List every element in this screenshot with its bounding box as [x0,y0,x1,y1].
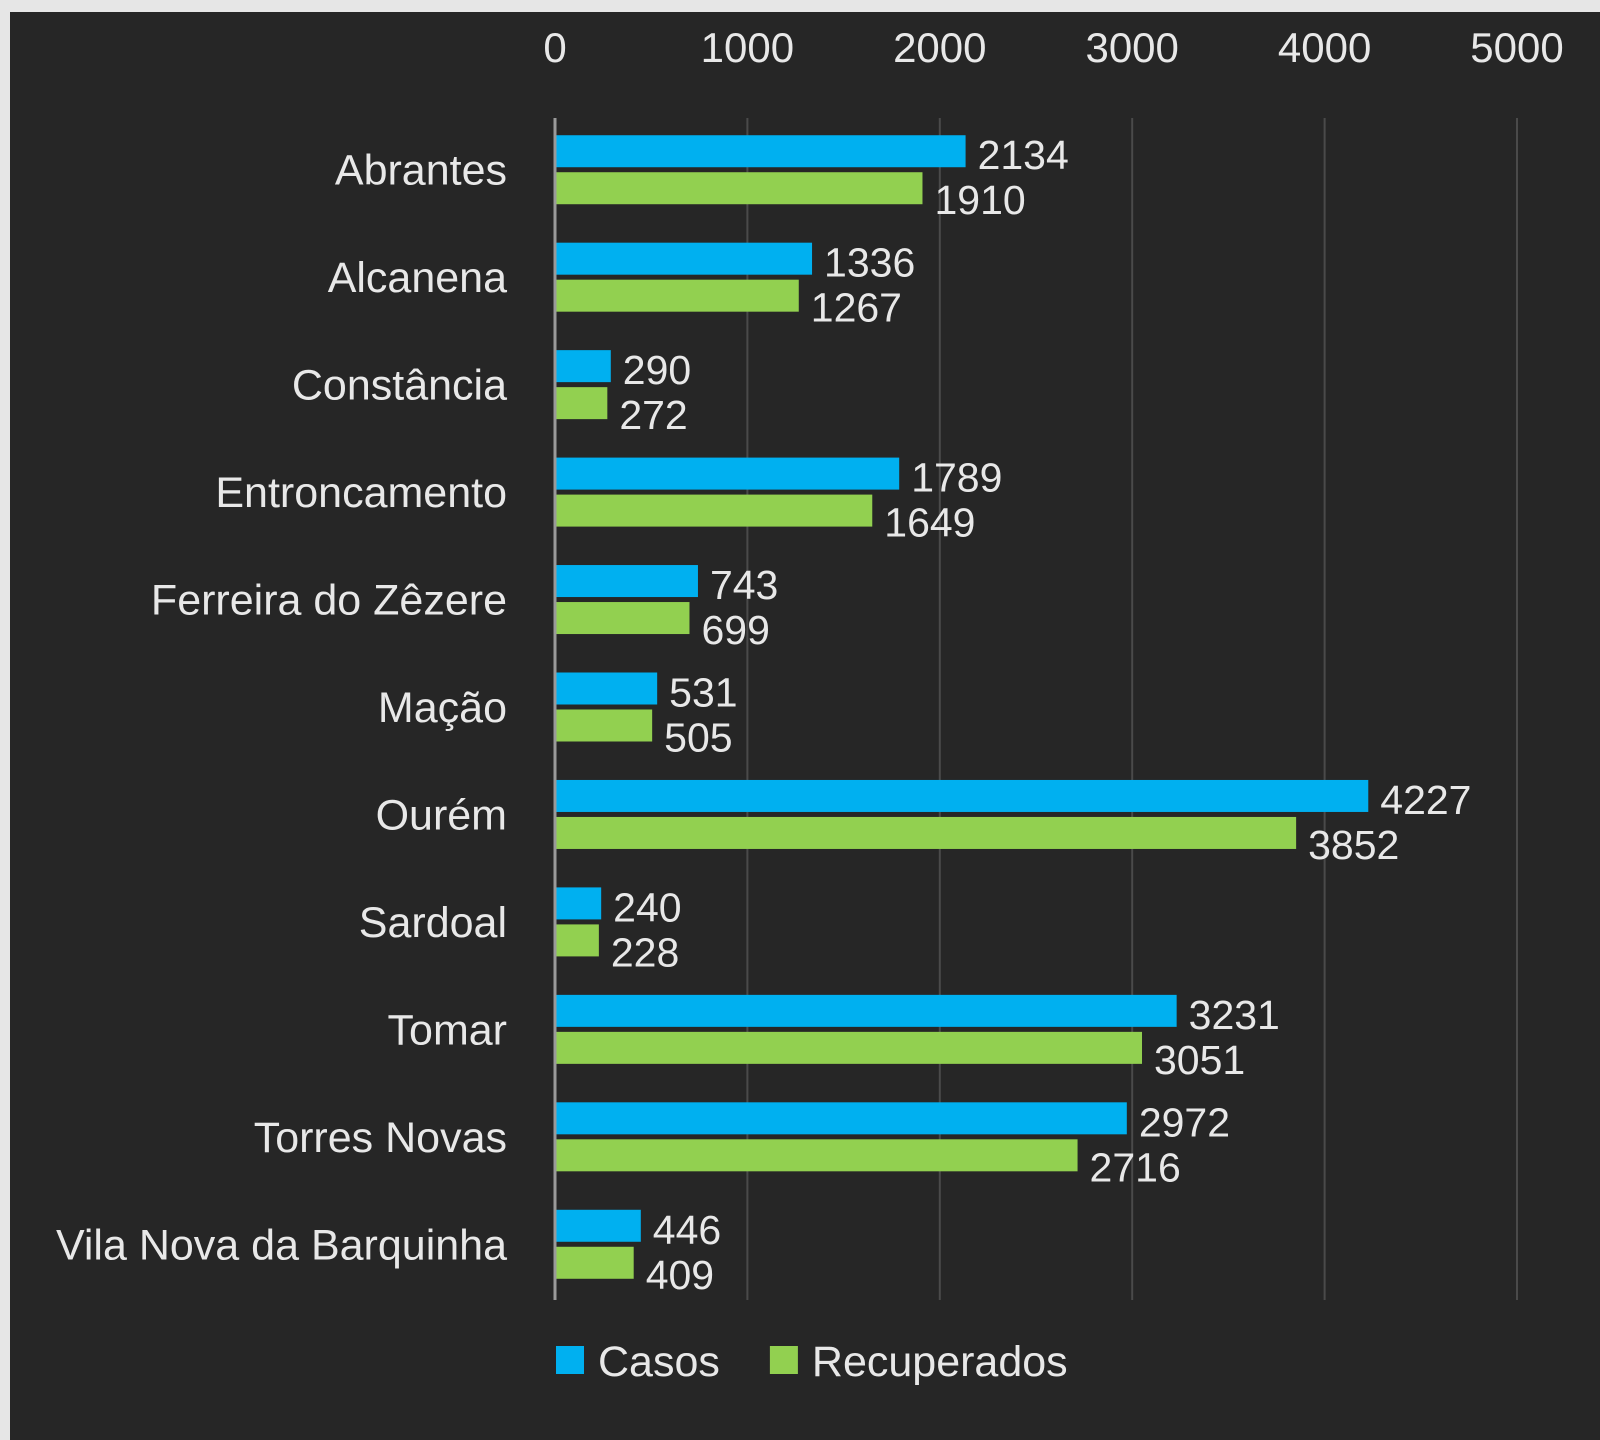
bar-recuperados-macao [555,709,653,742]
bar-casos-abrantes [555,135,966,168]
data-label-casos-constancia: 290 [623,347,691,393]
x-tick-label-5000: 5000 [1470,24,1563,71]
data-label-recuperados-abrantes: 1910 [934,177,1025,223]
data-label-casos-ourem: 4227 [1380,777,1471,823]
data-label-recuperados-constancia: 272 [619,392,687,438]
data-label-casos-vila-nova-da-barquinha: 446 [653,1207,721,1253]
data-label-recuperados-entroncamento: 1649 [884,500,975,546]
category-label-sardoal: Sardoal [359,899,507,947]
legend: Casos Recuperados [556,1338,1068,1386]
legend-swatch-casos [556,1346,584,1374]
category-label-ourem: Ourém [376,791,507,839]
data-label-casos-alcanena: 1336 [824,240,915,286]
data-label-casos-macao: 531 [669,670,737,716]
bar-recuperados-sardoal [555,924,599,957]
data-label-casos-torres-novas: 2972 [1139,1099,1230,1145]
data-label-recuperados-sardoal: 228 [611,929,679,975]
bar-casos-constancia [555,350,611,383]
x-tick-label-0: 0 [543,24,566,71]
bar-casos-sardoal [555,887,602,920]
bar-casos-entroncamento [555,457,900,490]
data-label-recuperados-vila-nova-da-barquinha: 409 [646,1252,714,1298]
bar-recuperados-constancia [555,387,608,420]
x-tick-label-1000: 1000 [701,24,794,71]
category-labels: Abrantes Alcanena Constância Entroncamento F… [56,147,507,1270]
bar-recuperados-ourem [555,816,1297,849]
bar-casos-macao [555,672,658,705]
bar-casos-ferreira-do-zezere [555,565,698,598]
bar-recuperados-entroncamento [555,494,873,527]
legend-label-recuperados: Recuperados [812,1338,1068,1386]
category-label-alcanena: Alcanena [328,254,507,302]
category-label-ferreira-do-zezere: Ferreira do Zêzere [151,577,507,625]
bar-recuperados-abrantes [555,172,923,205]
bar-casos-torres-novas [555,1102,1127,1135]
x-tick-label-4000: 4000 [1278,24,1371,71]
data-label-recuperados-alcanena: 1267 [811,285,902,331]
bar-recuperados-tomar [555,1031,1143,1064]
legend-label-casos: Casos [598,1338,720,1386]
category-label-constancia: Constância [292,362,507,410]
bar-recuperados-torres-novas [555,1139,1078,1172]
category-label-entroncamento: Entroncamento [215,469,507,517]
data-label-recuperados-macao: 505 [664,715,732,761]
bar-recuperados-alcanena [555,279,799,312]
category-label-vila-nova-da-barquinha: Vila Nova da Barquinha [56,1221,507,1269]
category-label-tomar: Tomar [388,1006,507,1054]
legend-swatch-recuperados [769,1346,798,1374]
bar-recuperados-vila-nova-da-barquinha [555,1246,634,1279]
bar-casos-alcanena [555,242,813,275]
data-label-casos-ferreira-do-zezere: 743 [710,562,778,608]
data-label-recuperados-ourem: 3852 [1308,822,1399,868]
bar-casos-vila-nova-da-barquinha [555,1209,641,1242]
bar-recuperados-ferreira-do-zezere [555,602,690,635]
bar-casos-tomar [555,994,1177,1027]
data-label-casos-abrantes: 2134 [978,132,1069,178]
category-label-torres-novas: Torres Novas [254,1114,507,1162]
data-label-casos-sardoal: 240 [613,884,681,930]
x-axis-ticks: 0 1000 2000 3000 4000 5000 [543,24,1563,71]
x-tick-label-3000: 3000 [1085,24,1178,71]
category-label-macao: Mação [378,684,507,732]
data-label-recuperados-torres-novas: 2716 [1090,1144,1181,1190]
category-label-abrantes: Abrantes [335,147,507,195]
data-label-recuperados-tomar: 3051 [1154,1037,1245,1083]
data-label-casos-tomar: 3231 [1189,992,1280,1038]
x-tick-label-2000: 2000 [893,24,986,71]
bar-casos-ourem [555,779,1369,812]
data-label-casos-entroncamento: 1789 [911,455,1002,501]
bars [555,135,1369,1279]
data-label-recuperados-ferreira-do-zezere: 699 [701,607,769,653]
